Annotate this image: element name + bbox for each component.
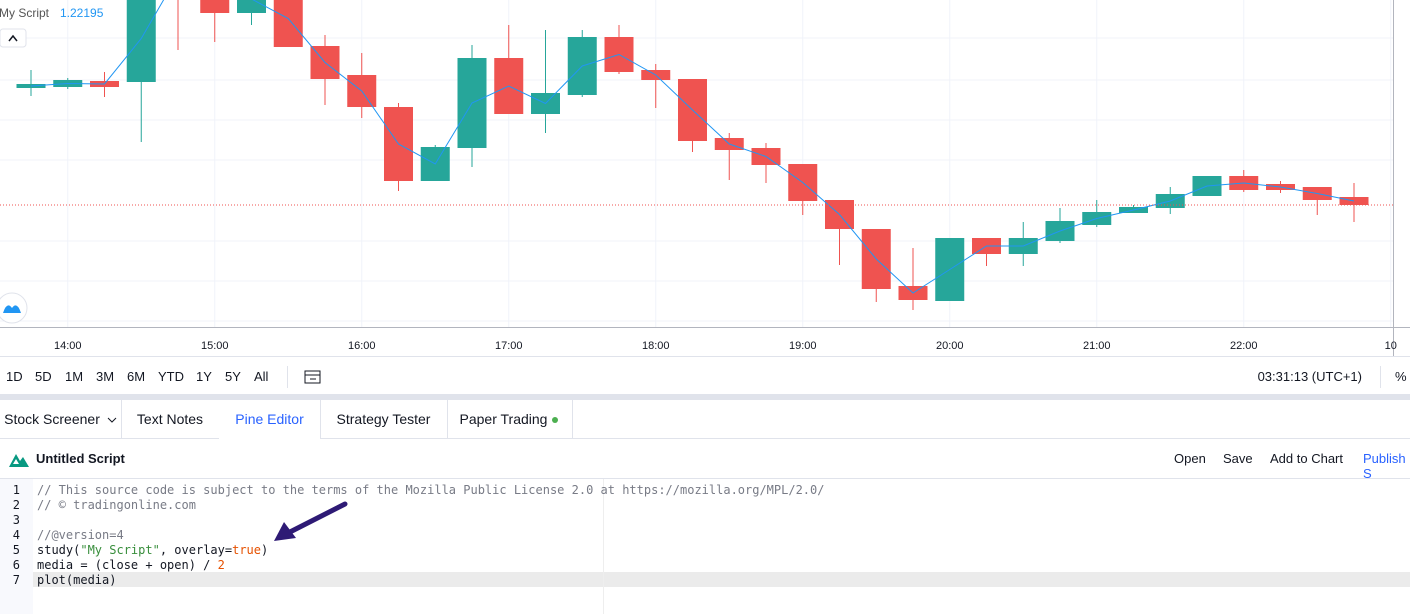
separator bbox=[287, 366, 288, 388]
collapse-icon bbox=[8, 34, 18, 42]
code-line: // This source code is subject to the te… bbox=[37, 483, 824, 497]
tab[interactable]: Text Notes bbox=[121, 400, 220, 438]
candle-body bbox=[273, 0, 303, 47]
clock: 03:31:13 (UTC+1) bbox=[1257, 369, 1362, 384]
code-token: // © tradingonline.com bbox=[37, 498, 196, 512]
header-border bbox=[0, 478, 1410, 479]
candle-body bbox=[200, 0, 230, 13]
script-icon bbox=[9, 454, 29, 467]
editor-action[interactable]: Publish S bbox=[1363, 451, 1406, 481]
x-tick-label: 20:00 bbox=[936, 340, 964, 352]
x-tick-label: 17:00 bbox=[495, 340, 523, 352]
range-button[interactable]: YTD bbox=[158, 369, 184, 384]
tab-label: Strategy Tester bbox=[336, 411, 431, 427]
print-margin bbox=[603, 479, 604, 614]
code-line: plot(media) bbox=[37, 573, 116, 587]
range-button[interactable]: 6M bbox=[127, 369, 146, 384]
code-token: study( bbox=[37, 543, 81, 557]
x-tick-label: 10 bbox=[1385, 340, 1397, 352]
line-number: 6 bbox=[12, 558, 20, 572]
tab-label: Pine Editor bbox=[235, 411, 304, 427]
code-token: 2 bbox=[217, 558, 225, 572]
plot-area bbox=[0, 0, 1393, 327]
tab[interactable]: Stock Screener bbox=[0, 400, 122, 438]
tab-border bbox=[0, 438, 1410, 439]
x-tick-label: 16:00 bbox=[348, 340, 376, 352]
range-button[interactable]: All bbox=[254, 369, 269, 384]
code-token: "My Script" bbox=[80, 543, 160, 557]
code-line: // © tradingonline.com bbox=[37, 498, 196, 512]
line-number: 1 bbox=[12, 483, 20, 497]
bottom-toolbar bbox=[0, 356, 1410, 395]
code-token: media = (close + open) / bbox=[37, 558, 218, 572]
chart: My Script 1.22195 14:00 15:00 16:00 17:00 18… bbox=[0, 0, 1410, 356]
tab-label: Text Notes bbox=[136, 411, 204, 427]
line-number: 5 bbox=[12, 543, 20, 557]
annotation-arrow bbox=[274, 501, 348, 541]
separator bbox=[1380, 366, 1381, 388]
status-dot bbox=[552, 417, 559, 423]
line-number: 7 bbox=[12, 573, 20, 587]
panel-divider bbox=[0, 394, 1410, 400]
x-tick-label: 21:00 bbox=[1083, 340, 1111, 352]
x-tick-label: 14:00 bbox=[54, 340, 82, 352]
code-token: plot(media) bbox=[37, 573, 117, 587]
dropdown-caret bbox=[107, 417, 117, 423]
script-title: Untitled Script bbox=[36, 451, 125, 466]
code-token: //@version=4 bbox=[37, 528, 124, 542]
date-range-icon[interactable] bbox=[304, 369, 322, 385]
x-tick-label: 22:00 bbox=[1230, 340, 1258, 352]
range-button[interactable]: 5D bbox=[35, 369, 52, 384]
line-number: 2 bbox=[12, 498, 20, 512]
editor-action[interactable]: Save bbox=[1223, 451, 1253, 466]
current-line-highlight bbox=[33, 572, 1410, 587]
candle-body bbox=[237, 0, 266, 13]
line-number: 3 bbox=[12, 513, 20, 527]
range-button[interactable]: 5Y bbox=[225, 369, 241, 384]
gutter bbox=[0, 479, 33, 614]
indicator-value: 1.22195 bbox=[60, 6, 104, 20]
candle-body bbox=[126, 0, 156, 82]
range-button[interactable]: 1Y bbox=[196, 369, 212, 384]
logo bbox=[3, 305, 21, 313]
tab[interactable]: Pine Editor bbox=[219, 400, 321, 439]
range-button[interactable]: 1M bbox=[65, 369, 84, 384]
editor-action[interactable]: Add to Chart bbox=[1270, 451, 1343, 466]
indicator-name: My Script bbox=[0, 6, 50, 20]
code-line: study("My Script", overlay=true) bbox=[37, 543, 268, 557]
code-token: true bbox=[232, 543, 261, 557]
line-number: 4 bbox=[12, 528, 20, 542]
percent-toggle[interactable]: % bbox=[1395, 369, 1407, 384]
code-line: //@version=4 bbox=[37, 528, 124, 542]
x-tick-label: 19:00 bbox=[789, 340, 817, 352]
code-token: // This source code is subject to the te… bbox=[37, 483, 825, 497]
tab[interactable]: Paper Trading bbox=[447, 400, 573, 438]
code-token: ) bbox=[261, 543, 269, 557]
code-token: , overlay= bbox=[159, 543, 233, 557]
code-line: media = (close + open) / 2 bbox=[37, 558, 225, 572]
tab-label: Stock Screener bbox=[4, 411, 100, 427]
x-tick-label: 15:00 bbox=[201, 340, 229, 352]
tab[interactable]: Strategy Tester bbox=[320, 400, 448, 438]
tab-label: Paper Trading bbox=[459, 411, 548, 427]
editor-action[interactable]: Open bbox=[1174, 451, 1206, 466]
range-button[interactable]: 3M bbox=[96, 369, 115, 384]
x-tick-label: 18:00 bbox=[642, 340, 670, 352]
collapse-button[interactable] bbox=[0, 28, 27, 48]
indicator-line bbox=[30, 0, 1355, 294]
range-button[interactable]: 1D bbox=[6, 369, 23, 384]
